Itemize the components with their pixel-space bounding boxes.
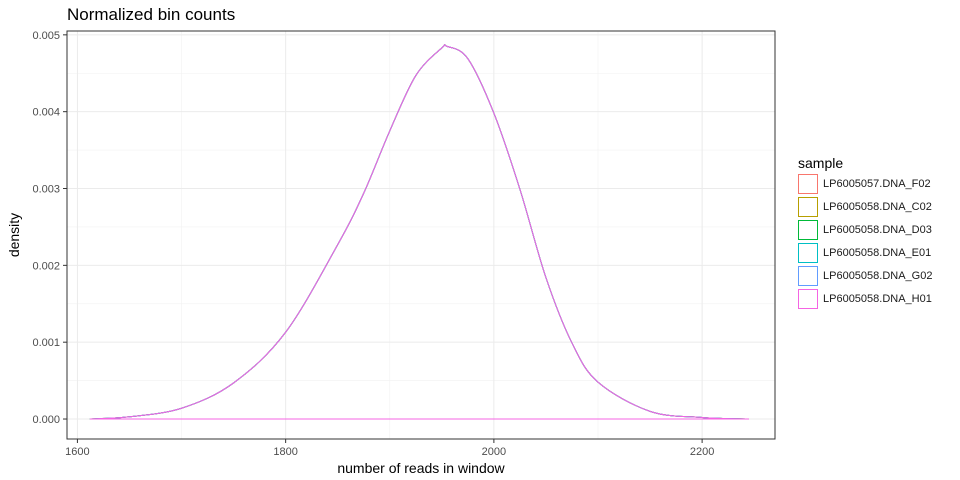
grid [67, 31, 775, 439]
legend-item: LP6005058.DNA_D03 [798, 220, 958, 242]
legend-key [798, 266, 818, 286]
density-line-LP6005058.DNA_H01 [89, 44, 749, 420]
axes: 1600 1800 2000 2200 0.000 0.001 0.002 0.003 0.00… [32, 30, 714, 458]
x-tick-label: 2200 [690, 446, 714, 458]
legend-item: LP6005057.DNA_F02 [798, 174, 958, 196]
legend-item: LP6005058.DNA_G02 [798, 266, 958, 288]
legend-label: LP6005058.DNA_H01 [823, 293, 932, 305]
legend-title: sample [798, 155, 844, 171]
density-line-LP6005058.DNA_E01 [89, 44, 749, 420]
density-line-LP6005057.DNA_F02 [89, 44, 749, 420]
y-tick-label: 0.000 [32, 414, 60, 426]
legend-key [798, 243, 818, 263]
legend-item: LP6005058.DNA_E01 [798, 243, 958, 265]
legend-key [798, 174, 818, 194]
density-line-LP6005058.DNA_C02 [89, 44, 749, 420]
legend-label: LP6005058.DNA_G02 [823, 270, 933, 282]
series-layer [89, 44, 749, 420]
y-tick-label: 0.001 [32, 337, 60, 349]
legend-key [798, 220, 818, 240]
legend-label: LP6005058.DNA_E01 [823, 247, 932, 259]
x-tick-label: 1800 [273, 446, 297, 458]
legend-label: LP6005058.DNA_C02 [823, 201, 932, 213]
y-tick-label: 0.005 [32, 30, 60, 42]
legend-label: LP6005058.DNA_D03 [823, 224, 932, 236]
y-tick-label: 0.003 [32, 184, 60, 196]
x-tick-label: 2000 [482, 446, 506, 458]
chart-title: Normalized bin counts [67, 5, 236, 24]
x-axis-title: number of reads in window [337, 460, 505, 476]
density-line-LP6005058.DNA_G02 [89, 44, 749, 420]
y-tick-label: 0.002 [32, 260, 60, 272]
panel-border [66, 30, 776, 440]
x-tick-label: 1600 [65, 446, 89, 458]
legend-item: LP6005058.DNA_H01 [798, 289, 958, 311]
legend-key [798, 289, 818, 309]
y-tick-label: 0.004 [32, 107, 60, 119]
y-axis-title: density [6, 213, 22, 257]
legend-label: LP6005057.DNA_F02 [823, 178, 931, 190]
legend-key [798, 197, 818, 217]
legend-item: LP6005058.DNA_C02 [798, 197, 958, 219]
density-line-LP6005058.DNA_D03 [89, 44, 749, 420]
